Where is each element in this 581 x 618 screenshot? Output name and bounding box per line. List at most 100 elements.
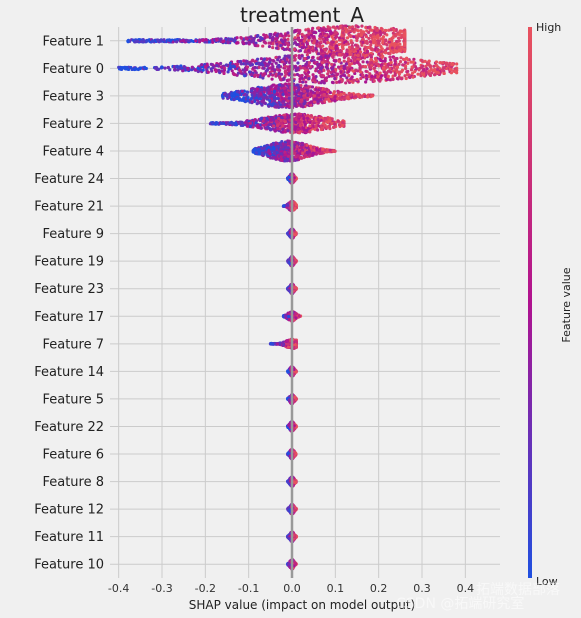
shap-point [397, 39, 401, 43]
shap-point [395, 56, 399, 61]
shap-point [321, 74, 326, 78]
shap-point [270, 77, 274, 81]
shap-point [403, 43, 407, 48]
shap-point [200, 63, 204, 67]
shap-point [386, 74, 390, 78]
shap-point [274, 46, 279, 50]
shap-point [271, 64, 275, 69]
shap-point [274, 157, 278, 161]
shap-point [326, 72, 330, 76]
shap-point [283, 64, 288, 69]
shap-point [314, 69, 318, 73]
shap-point [254, 151, 259, 155]
shap-point [340, 123, 345, 128]
shap-point [438, 61, 442, 65]
shap-point [277, 75, 282, 79]
shap-point [282, 86, 286, 91]
shap-point [321, 37, 325, 41]
shap-point [297, 29, 301, 33]
shap-point [222, 71, 226, 76]
shap-point [302, 34, 306, 38]
shap-point [181, 69, 185, 73]
shap-point [293, 73, 297, 77]
shap-point [300, 91, 304, 96]
shap-point [364, 53, 368, 58]
shap-point [364, 35, 369, 39]
shap-point [338, 48, 342, 53]
shap-point [355, 36, 359, 40]
shap-point [235, 36, 239, 40]
shap-point [392, 56, 397, 60]
shap-point [355, 77, 359, 82]
shap-point [385, 71, 389, 75]
shap-point [330, 62, 334, 67]
shap-point [365, 39, 369, 44]
shap-point [293, 232, 297, 237]
shap-point [385, 77, 389, 81]
shap-point [283, 120, 287, 124]
shap-point [215, 63, 219, 68]
shap-point [181, 39, 186, 43]
shap-point [353, 43, 358, 47]
shap-point [345, 49, 349, 53]
shap-point [336, 119, 340, 123]
shap-point [268, 152, 272, 156]
shap-point [384, 65, 389, 69]
shap-point [330, 43, 334, 47]
shap-point [424, 64, 428, 68]
shap-point [346, 70, 351, 74]
shap-point [334, 31, 339, 35]
shap-point [339, 74, 343, 79]
shap-point [381, 39, 385, 44]
shap-point [320, 126, 324, 130]
shap-point [272, 124, 276, 128]
shap-point [361, 40, 365, 44]
shap-point [224, 94, 228, 98]
shap-point [305, 41, 309, 45]
shap-point [340, 38, 344, 42]
shap-point [136, 67, 140, 72]
shap-point [245, 59, 249, 64]
shap-point [277, 63, 281, 67]
shap-point [245, 121, 249, 125]
shap-point [360, 24, 364, 28]
shap-point [333, 99, 337, 103]
shap-point [395, 32, 399, 36]
shap-point [331, 125, 336, 130]
shap-point [279, 142, 283, 146]
shap-point [260, 36, 264, 41]
shap-point [383, 31, 387, 35]
shap-point [295, 72, 300, 77]
shap-point [350, 25, 355, 29]
shap-point [327, 50, 331, 54]
shap-point [340, 45, 345, 50]
shap-point [269, 147, 273, 151]
shap-point [430, 71, 434, 75]
shap-point [239, 62, 244, 66]
shap-point [134, 40, 138, 44]
shap-point [325, 37, 329, 42]
shap-point [359, 33, 364, 37]
shap-point [364, 80, 368, 84]
shap-point [386, 62, 390, 66]
shap-point [348, 26, 352, 30]
shap-point [268, 35, 272, 39]
shap-point [359, 50, 363, 54]
shap-point [328, 148, 332, 152]
shap-point [206, 70, 210, 74]
shap-point [383, 59, 387, 63]
shap-point [349, 93, 353, 97]
shap-point [401, 63, 405, 67]
shap-point [324, 97, 328, 101]
shap-point [286, 37, 290, 41]
shap-point [331, 37, 336, 42]
shap-point [303, 122, 307, 127]
shap-point [314, 124, 318, 128]
shap-point [159, 38, 163, 42]
shap-point [219, 121, 224, 125]
shap-point [222, 66, 226, 70]
shap-point [238, 59, 242, 64]
shap-point [344, 62, 348, 66]
shap-point [395, 65, 400, 69]
shap-point [296, 37, 301, 42]
